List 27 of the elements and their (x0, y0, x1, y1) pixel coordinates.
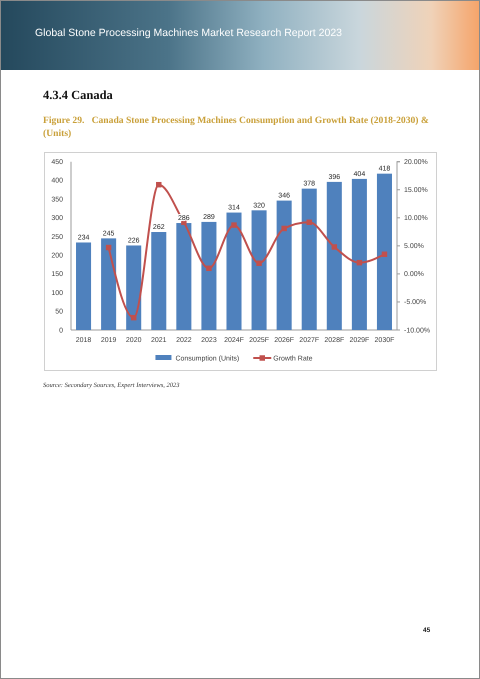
point (356, 260, 362, 266)
bar (126, 245, 142, 330)
point (156, 182, 162, 188)
bar (151, 232, 166, 330)
point (332, 244, 338, 250)
point (231, 222, 237, 228)
point (281, 226, 287, 232)
bar (326, 182, 342, 330)
point (256, 260, 262, 266)
bar (376, 174, 392, 330)
chart-title: Figure 29. Canada Stone Processing Machines Consumption and Growth Rate (2018-2030) & (Units) (43, 114, 430, 140)
point (382, 252, 388, 258)
point (306, 220, 312, 226)
bar (226, 212, 242, 330)
bar (101, 238, 116, 330)
bar (176, 223, 192, 330)
point (206, 266, 212, 272)
bar (76, 242, 92, 330)
bar (302, 188, 317, 330)
bar (276, 200, 292, 330)
point (106, 244, 112, 250)
point (130, 314, 136, 320)
text: 4.3.4 Canada (43, 88, 113, 103)
text: Global Stone Processing Machines Market Research Report 2023 (35, 27, 342, 39)
bar (252, 210, 267, 330)
bar (201, 222, 216, 330)
bar (352, 178, 367, 330)
